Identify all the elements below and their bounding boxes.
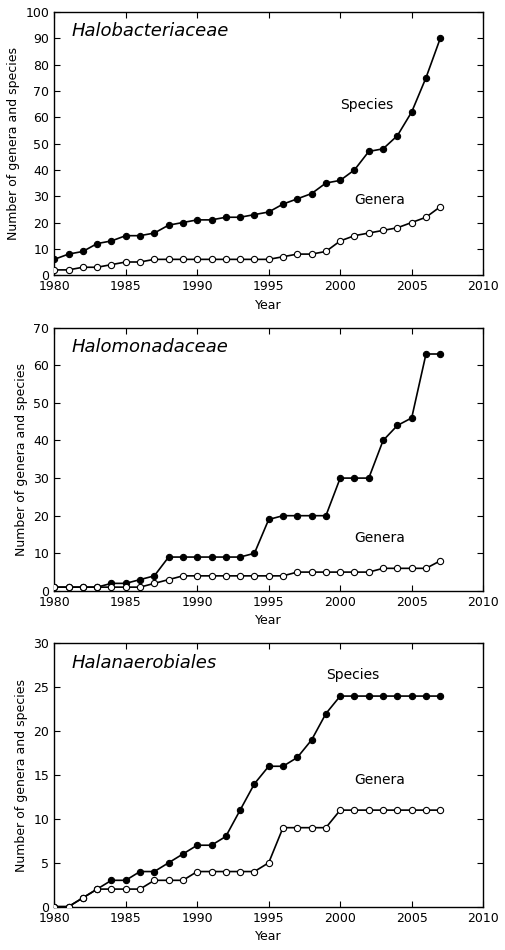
X-axis label: Year: Year: [255, 298, 281, 312]
X-axis label: Year: Year: [255, 930, 281, 943]
Text: Species: Species: [339, 99, 393, 112]
Text: Genera: Genera: [354, 772, 405, 787]
Text: Halanaerobiales: Halanaerobiales: [71, 654, 216, 672]
Text: Genera: Genera: [354, 193, 405, 207]
Text: Halobacteriaceae: Halobacteriaceae: [71, 23, 228, 41]
Y-axis label: Number of genera and species: Number of genera and species: [15, 363, 28, 556]
Y-axis label: Number of genera and species: Number of genera and species: [7, 48, 20, 240]
Text: Halomonadaceae: Halomonadaceae: [71, 338, 228, 356]
X-axis label: Year: Year: [255, 615, 281, 627]
Text: Genera: Genera: [354, 531, 405, 545]
Y-axis label: Number of genera and species: Number of genera and species: [15, 678, 28, 871]
Text: Species: Species: [325, 668, 378, 681]
